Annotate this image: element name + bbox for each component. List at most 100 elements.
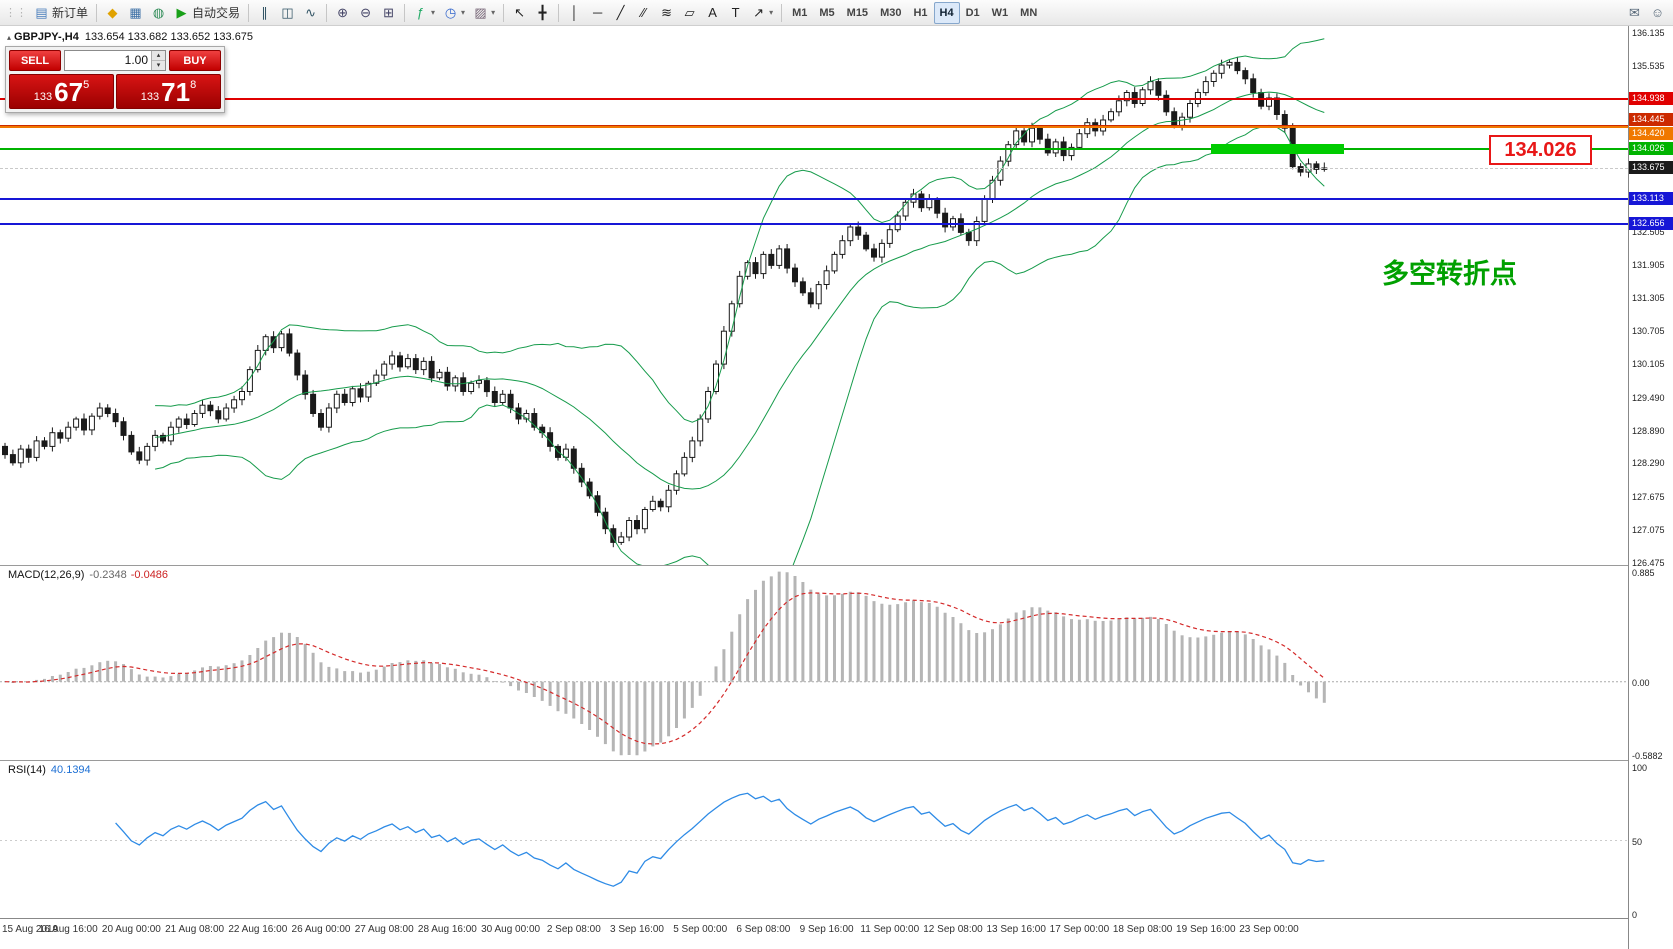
new-order-button-label: 新订单: [52, 6, 89, 20]
panel-separator[interactable]: [0, 565, 1673, 566]
line-chart-button[interactable]: ∿: [299, 1, 322, 24]
macd-main-value: -0.2348: [89, 569, 127, 581]
level-price-label[interactable]: 134.026: [1489, 135, 1592, 165]
shapes-button[interactable]: ▱: [678, 1, 701, 24]
horizontal-line-133.113[interactable]: [0, 197, 1628, 200]
market-depth-icon: ▦: [129, 5, 142, 20]
price-chart[interactable]: [0, 26, 1628, 565]
zoom-out-button[interactable]: ⊖: [354, 1, 377, 24]
timeframe-m30-button[interactable]: M30: [880, 6, 902, 19]
price-tick: 130.705: [1632, 325, 1665, 336]
chat-button[interactable]: ✉: [1623, 1, 1646, 24]
volume-up-icon[interactable]: ▴: [152, 51, 165, 61]
timeframe-m1-button[interactable]: M1: [792, 6, 808, 19]
horizontal-line-134.026[interactable]: [0, 147, 1628, 150]
chevron-down-icon: ▾: [491, 8, 496, 17]
channel-icon: ∕∕: [641, 5, 646, 20]
grid-icon: ⊞: [383, 5, 394, 20]
support-rectangle[interactable]: [1211, 143, 1344, 154]
arrows-button[interactable]: ↗ ▾: [747, 1, 777, 24]
toolbar: ⋮⋮ ▤ 新订单 ◆ ▦ ◍ ▶ 自动交易 ∥ ◫ ∿ ⊕ ⊖ ⊞ ƒ ▾ ◷ ▾ ▨ ▾ ↖ ╋ │ ─ ╱ ∕∕ ≋ ▱ A T ↗ ▾ M…: [0, 0, 1673, 26]
channel-button[interactable]: ∕∕: [632, 1, 655, 24]
collapse-panel-icon[interactable]: ▴: [7, 33, 12, 42]
toolbar-separator: [781, 3, 783, 22]
indicators-button[interactable]: ƒ ▾: [409, 1, 439, 24]
volume-stepper[interactable]: 1.00 ▴ ▾: [64, 50, 166, 71]
time-axis[interactable]: 15 Aug 2019 16 Aug 16:00 20 Aug 00:00 21 Au…: [0, 918, 1628, 949]
mql-community-button[interactable]: ◍: [147, 1, 170, 24]
candlestick-chart-icon: ◫: [281, 5, 294, 20]
buy-price-button[interactable]: 133 71 8: [116, 74, 221, 109]
buy-price-point: 8: [190, 79, 197, 91]
macd-tick: 0.00: [1632, 677, 1650, 688]
zoom-in-button[interactable]: ⊕: [331, 1, 354, 24]
fibonacci-button[interactable]: ≋: [655, 1, 678, 24]
horizontal-line-134.420[interactable]: [0, 126, 1628, 129]
horizontal-line-134.445[interactable]: [0, 124, 1628, 127]
profile-icon: ☺: [1650, 5, 1665, 20]
timeframe-d1-button[interactable]: D1: [965, 6, 980, 19]
time-label: 22 Aug 16:00: [228, 924, 288, 935]
new-order-button[interactable]: ▤ 新订单: [30, 1, 92, 24]
volume-down-icon[interactable]: ▾: [152, 61, 165, 70]
periods-button[interactable]: ◷ ▾: [439, 1, 469, 24]
volume-spin: ▴ ▾: [151, 51, 165, 70]
price-badge-134.026: 134.026: [1629, 141, 1673, 155]
market-depth-button[interactable]: ▦: [124, 1, 147, 24]
time-label: 26 Aug 00:00: [291, 924, 351, 935]
toolbar-handle[interactable]: ⋮⋮: [5, 7, 27, 19]
auto-trading-icon: ▶: [176, 5, 187, 20]
bar-chart-button[interactable]: ∥: [253, 1, 276, 24]
timeframe-m5-button[interactable]: M5: [819, 6, 835, 19]
time-label: 16 Aug 16:00: [38, 924, 98, 935]
volume-value[interactable]: 1.00: [124, 53, 148, 67]
cursor-button[interactable]: ↖: [508, 1, 531, 24]
turning-point-note[interactable]: 多空转折点: [1382, 259, 1517, 289]
horizontal-line-132.656[interactable]: [0, 222, 1628, 225]
macd-tick: -0.5882: [1632, 750, 1663, 761]
horizontal-line-button[interactable]: ─: [586, 1, 609, 24]
vertical-line-button[interactable]: │: [563, 1, 586, 24]
text-icon: A: [708, 5, 717, 20]
chevron-down-icon: ▾: [431, 8, 436, 17]
rsi-tick: 0: [1632, 910, 1638, 920]
toolbar-separator: [248, 3, 250, 22]
timeframe-h4-button[interactable]: H4: [933, 1, 960, 24]
horizontal-line-134.938[interactable]: [0, 97, 1628, 100]
panel-separator[interactable]: [0, 760, 1673, 761]
time-label: 17 Sep 00:00: [1049, 924, 1110, 935]
main-chart-panel[interactable]: ▴ GBPJPY-,H4 133.654 133.682 133.652 133.6…: [0, 26, 1628, 565]
price-tick: 129.490: [1632, 392, 1665, 403]
toolbar-separator: [503, 3, 505, 22]
crosshair-button[interactable]: ╋: [531, 1, 554, 24]
price-tick: 131.905: [1632, 260, 1665, 271]
label-button[interactable]: T: [724, 1, 747, 24]
alerts-button[interactable]: ◆: [101, 1, 124, 24]
sell-button[interactable]: SELL: [9, 50, 61, 71]
time-label: 12 Sep 08:00: [923, 924, 983, 935]
timeframe-mn-button[interactable]: MN: [1020, 6, 1038, 19]
price-axis[interactable]: 136.135 135.535 132.505 131.905 131.305 130.7…: [1628, 26, 1673, 949]
time-label: 3 Sep 16:00: [610, 924, 664, 935]
timeframe-h1-button[interactable]: H1: [913, 6, 928, 19]
buy-button[interactable]: BUY: [169, 50, 221, 71]
macd-panel[interactable]: MACD(12,26,9) -0.2348 -0.0486: [0, 566, 1628, 760]
trendline-button[interactable]: ╱: [609, 1, 632, 24]
macd-chart[interactable]: [0, 566, 1628, 760]
rsi-panel[interactable]: RSI(14) 40.1394: [0, 761, 1628, 918]
timeframe-w1-button[interactable]: W1: [991, 6, 1009, 19]
timeframe-m15-button[interactable]: M15: [846, 6, 869, 19]
rsi-chart[interactable]: [0, 761, 1628, 918]
grid-button[interactable]: ⊞: [377, 1, 400, 24]
auto-trading-button[interactable]: ▶ 自动交易: [170, 1, 244, 24]
sell-price-button[interactable]: 133 67 5: [9, 74, 114, 109]
templates-button[interactable]: ▨ ▾: [469, 1, 499, 24]
candlestick-chart-button[interactable]: ◫: [276, 1, 299, 24]
price-tick: 132.505: [1632, 227, 1665, 238]
macd-name: MACD(12,26,9): [8, 569, 85, 581]
text-button[interactable]: A: [701, 1, 724, 24]
price-tick: 130.105: [1632, 358, 1665, 369]
chevron-down-icon: ▾: [769, 8, 774, 17]
new-order-icon: ▤: [35, 5, 48, 20]
profile-button[interactable]: ☺: [1646, 1, 1669, 24]
